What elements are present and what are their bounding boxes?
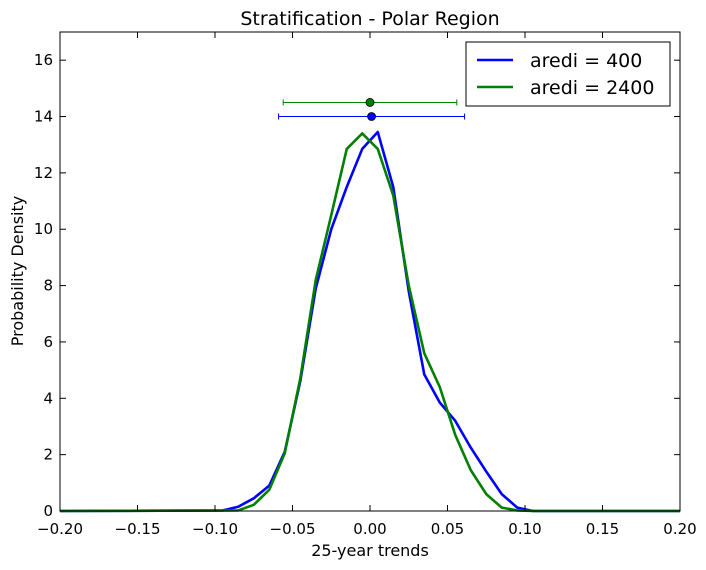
series-line-0 [59, 130, 680, 513]
y-tick-label-3: 6 [43, 333, 53, 351]
y-tick-label-6: 12 [34, 164, 53, 182]
x-axis-label: 25-year trends [311, 541, 429, 560]
plot-area [59, 98, 680, 513]
y-tick-label-8: 16 [34, 51, 53, 69]
x-tick-label-0: −0.20 [37, 520, 83, 538]
chart-title: Stratification - Polar Region [240, 8, 499, 30]
axis-ticks: −0.20 −0.15 −0.10 −0.05 0.00 0.05 0.10 0.15 0.20… [34, 32, 697, 538]
series-line-1 [59, 132, 680, 513]
legend-label-1: aredi = 2400 [530, 77, 654, 99]
x-tick-label-2: −0.10 [192, 520, 238, 538]
x-tick-label-3: −0.05 [270, 520, 316, 538]
x-tick-label-6: 0.10 [508, 520, 541, 538]
errorbar-1-point [367, 112, 376, 121]
y-tick-label-1: 2 [43, 446, 53, 464]
legend-label-0: aredi = 400 [530, 50, 642, 72]
errorbar-0-point [365, 98, 375, 107]
y-tick-label-5: 10 [34, 220, 53, 238]
legend: aredi = 400 aredi = 2400 [465, 41, 671, 107]
x-tick-label-4: 0.00 [353, 520, 386, 538]
x-tick-label-7: 0.15 [586, 520, 619, 538]
x-tick-label-1: −0.15 [115, 520, 161, 538]
x-tick-label-8: 0.20 [663, 520, 696, 538]
y-tick-label-2: 4 [43, 389, 53, 407]
y-tick-label-4: 8 [43, 277, 53, 295]
y-tick-label-0: 0 [43, 502, 53, 520]
legend-frame [465, 41, 671, 107]
y-tick-label-7: 14 [34, 108, 53, 126]
x-tick-label-5: 0.05 [431, 520, 464, 538]
y-axis-label: Probability Density [8, 196, 27, 347]
